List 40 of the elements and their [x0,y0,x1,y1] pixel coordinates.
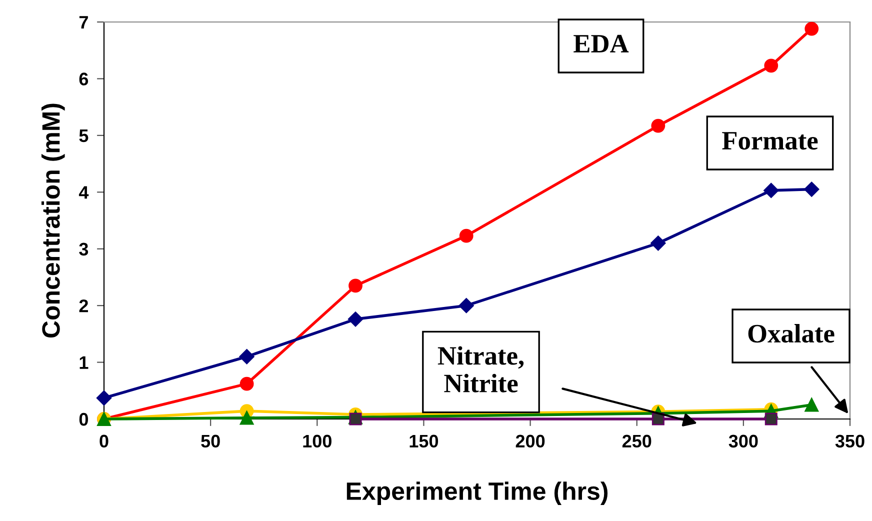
point [804,182,820,197]
point [348,312,364,327]
x-tick-label: 100 [303,434,332,448]
point [458,298,474,314]
point [764,182,779,198]
x-tick-label: 350 [835,434,864,448]
point [804,398,819,412]
point [652,412,664,426]
point [240,410,254,425]
y-axis-title: Concentration (mM) [41,104,65,338]
point [459,228,474,243]
x-tick-label: 200 [516,434,545,448]
point [804,22,819,36]
series-label: Formate [722,132,818,150]
point [764,412,778,426]
point [348,278,362,293]
point [650,236,666,251]
point [764,58,778,73]
y-tick-label: 6 [79,72,88,86]
y-tick-label: 4 [78,186,89,199]
y-tick-label: 0 [79,412,88,426]
x-tick-label: 150 [410,434,438,448]
text: EDA [574,34,629,52]
point [651,118,666,133]
x-tick-label: 50 [201,434,220,448]
y-tick-label: 7 [79,16,88,29]
point [239,349,254,364]
y-tick-label: 3 [79,242,88,256]
x-tick-label: 300 [728,434,758,448]
annotation: Nitrate, Nitrite [438,346,524,392]
point [96,390,112,406]
x-axis-title: Experiment Time (hrs) [346,482,608,505]
x-tick-label: 250 [622,434,652,448]
annotation: Oxalate [748,324,834,343]
x-tick-label: 0 [100,434,108,448]
y-tick-label: 2 [79,300,88,312]
y-tick-label: 5 [79,130,88,142]
point [240,376,254,391]
y-tick-label: 1 [80,356,88,369]
point [349,412,362,426]
